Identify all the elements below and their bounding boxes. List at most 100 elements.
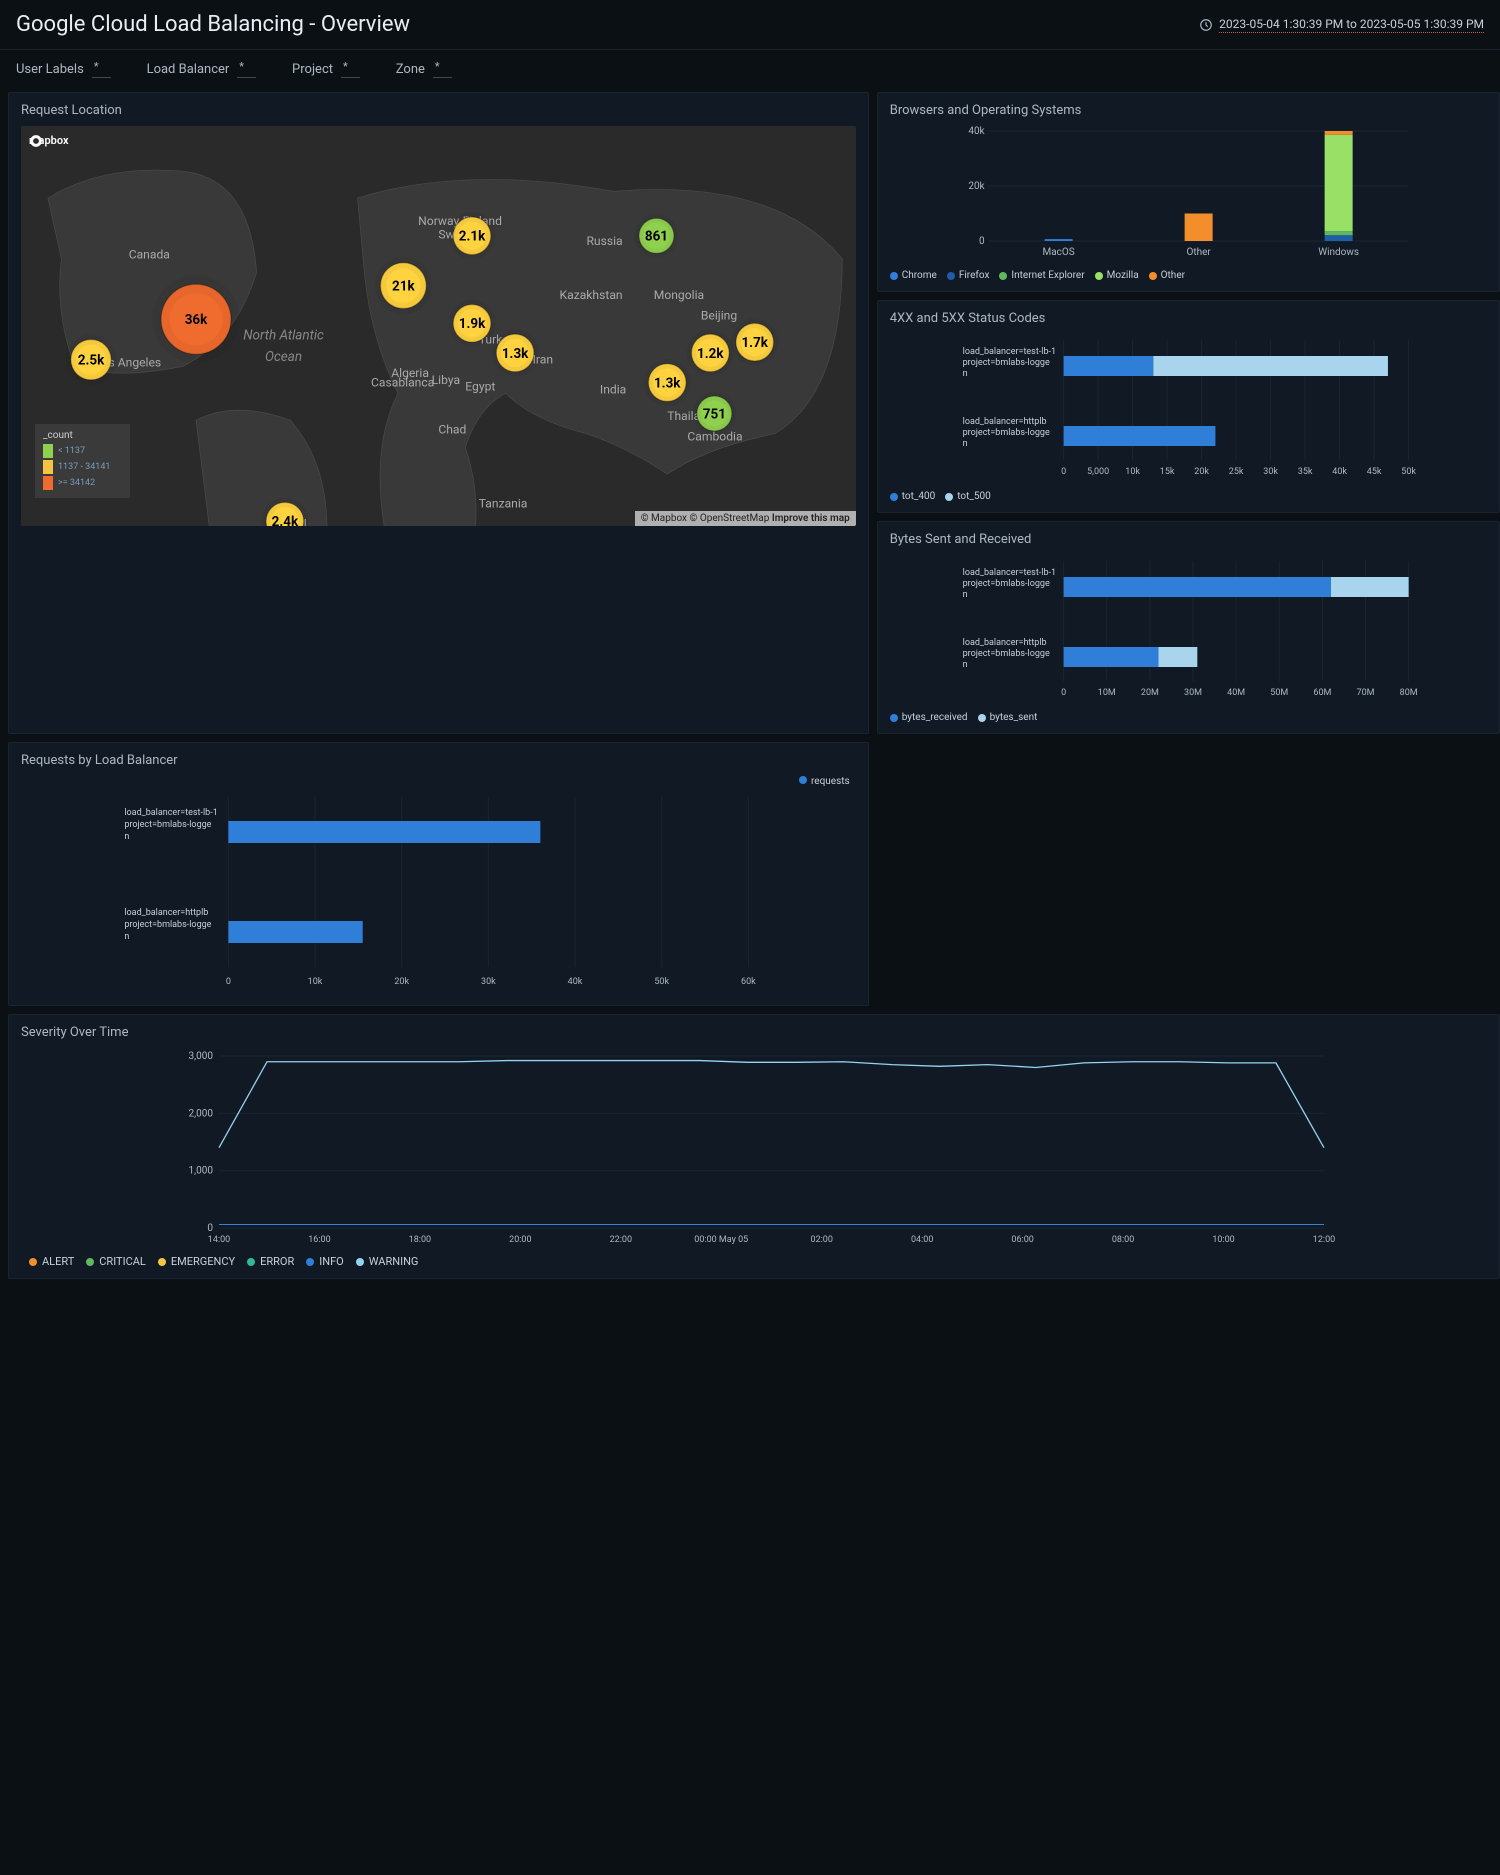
svg-text:Mongolia: Mongolia [654,288,704,302]
svg-text:load_balancer=httplb: load_balancer=httplb [124,908,208,918]
svg-text:16:00: 16:00 [308,1235,330,1245]
svg-text:60M: 60M [1313,688,1331,698]
svg-text:2.1k: 2.1k [459,230,486,245]
svg-text:2,000: 2,000 [189,1108,214,1119]
svg-text:project=bmlabs-logge: project=bmlabs-logge [962,649,1049,659]
panel-title: Request Location [21,103,856,118]
map[interactable]: North AtlanticOceanSouth AtlanticOceanIn… [21,126,856,526]
filter-zone[interactable]: Zone* [396,60,452,78]
svg-text:Russia: Russia [586,234,622,248]
svg-text:861: 861 [645,230,668,245]
svg-text:06:00: 06:00 [1011,1235,1033,1245]
svg-text:50M: 50M [1270,688,1288,698]
panel-requests: Requests by Load Balancer requests 010k2… [8,742,869,1006]
svg-text:40M: 40M [1227,688,1245,698]
header: Google Cloud Load Balancing - Overview 2… [0,0,1500,50]
svg-text:30M: 30M [1184,688,1202,698]
svg-text:Windows: Windows [1318,247,1359,258]
svg-text:10k: 10k [1125,467,1140,477]
svg-text:n: n [962,439,967,449]
svg-text:18:00: 18:00 [409,1235,431,1245]
svg-text:2.4k: 2.4k [272,515,299,526]
svg-text:Kazakhstan: Kazakhstan [560,288,623,302]
svg-text:50k: 50k [654,977,669,987]
time-range[interactable]: 2023-05-04 1:30:39 PM to 2023-05-05 1:30… [1199,17,1484,33]
svg-text:Libya: Libya [432,373,460,387]
severity-chart[interactable]: 0 1,000 2,000 3,000 14:00 16:00 18:00 20:00 22:0… [21,1048,1487,1248]
browsers-chart[interactable]: 020k40kMacOSOtherWindows [890,126,1487,261]
requests-chart[interactable]: 010k20k30k40k50k60kload_balancer=test-lb… [21,787,856,992]
bytes-chart[interactable]: 010M20M30M40M50M60M70M80Mload_balancer=t… [890,555,1487,703]
svg-text:n: n [962,369,967,379]
panel-request-location: Request Location North AtlanticOceanSout… [8,92,869,734]
svg-text:45k: 45k [1367,467,1382,477]
map-attribution[interactable]: © Mapbox © OpenStreetMap Improve this ma… [635,511,856,526]
svg-text:5,000: 5,000 [1087,467,1109,477]
svg-text:20:00: 20:00 [509,1235,531,1245]
svg-text:20k: 20k [1194,467,1209,477]
legend-dot [799,776,807,784]
svg-text:30k: 30k [1263,467,1278,477]
svg-text:1.3k: 1.3k [654,376,681,391]
severity-legend: ALERTCRITICALEMERGENCYERRORINFOWARNING [21,1255,1487,1268]
svg-text:22:00: 22:00 [610,1235,632,1245]
filters-bar: User Labels* Load Balancer* Project* Zone* [0,50,1500,92]
browsers-legend: ChromeFirefoxInternet ExplorerMozillaOth… [890,270,1487,281]
panel-title: Severity Over Time [21,1025,1487,1040]
svg-text:Canada: Canada [129,248,170,262]
svg-text:14:00: 14:00 [208,1235,230,1245]
svg-text:30k: 30k [481,977,496,987]
svg-text:0: 0 [207,1223,213,1234]
svg-text:project=bmlabs-logge: project=bmlabs-logge [124,920,211,930]
svg-text:India: India [600,382,626,396]
svg-text:n: n [124,832,129,842]
legend-label: requests [811,776,850,787]
filter-project[interactable]: Project* [292,60,360,78]
filter-user-labels[interactable]: User Labels* [16,60,111,78]
svg-text:10:00: 10:00 [1212,1235,1234,1245]
svg-text:3,000: 3,000 [189,1051,214,1062]
svg-text:load_balancer=test-lb-1: load_balancer=test-lb-1 [124,808,217,818]
svg-text:Ocean: Ocean [265,350,302,365]
svg-text:n: n [962,590,967,600]
svg-text:80M: 80M [1399,688,1417,698]
svg-text:35k: 35k [1298,467,1313,477]
svg-text:02:00: 02:00 [811,1235,833,1245]
svg-text:load_balancer=test-lb-1: load_balancer=test-lb-1 [962,568,1055,578]
svg-text:25k: 25k [1229,467,1244,477]
svg-text:North Atlantic: North Atlantic [243,328,324,343]
svg-text:load_balancer=httplb: load_balancer=httplb [962,638,1046,648]
svg-text:20M: 20M [1141,688,1159,698]
status-chart[interactable]: 05,00010k15k20k25k30k35k40k45k50kload_ba… [890,334,1487,482]
panel-title: Browsers and Operating Systems [890,103,1487,118]
svg-text:70M: 70M [1356,688,1374,698]
svg-text:12:00: 12:00 [1313,1235,1335,1245]
svg-text:60k: 60k [741,977,756,987]
svg-text:load_balancer=httplb: load_balancer=httplb [962,417,1046,427]
panel-severity: Severity Over Time 0 1,000 2,000 3,000 14:00… [8,1014,1500,1279]
svg-text:50k: 50k [1401,467,1416,477]
time-range-text: 2023-05-04 1:30:39 PM to 2023-05-05 1:30… [1219,17,1484,33]
svg-text:1.7k: 1.7k [741,336,768,351]
svg-text:Beijing: Beijing [701,308,737,322]
panel-title: 4XX and 5XX Status Codes [890,311,1487,326]
svg-text:00:00 May 05: 00:00 May 05 [694,1235,748,1245]
svg-text:n: n [124,932,129,942]
svg-text:Egypt: Egypt [465,380,495,394]
svg-text:n: n [962,660,967,670]
svg-text:40k: 40k [568,977,583,987]
svg-text:Other: Other [1186,247,1211,258]
filter-load-balancer[interactable]: Load Balancer* [147,60,256,78]
mapbox-logo: mapbox [29,134,69,147]
svg-text:project=bmlabs-logge: project=bmlabs-logge [124,820,211,830]
svg-text:Algeria: Algeria [391,366,429,380]
svg-text:2.5k: 2.5k [78,354,105,369]
svg-text:MacOS: MacOS [1042,247,1074,258]
svg-text:1,000: 1,000 [189,1166,214,1177]
panel-bytes: Bytes Sent and Received 010M20M30M40M50M… [877,521,1500,734]
panel-status-codes: 4XX and 5XX Status Codes 05,00010k15k20k… [877,300,1500,513]
svg-text:project=bmlabs-logge: project=bmlabs-logge [962,428,1049,438]
svg-text:04:00: 04:00 [911,1235,933,1245]
map-legend: _count < 11371137 - 34141>= 34142 [35,424,130,498]
svg-text:Tanzania: Tanzania [479,497,528,511]
